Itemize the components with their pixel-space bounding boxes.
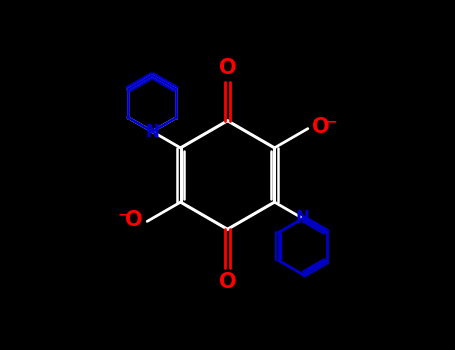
- Text: N: N: [296, 210, 310, 228]
- Text: O: O: [313, 117, 330, 137]
- Text: O: O: [125, 210, 142, 230]
- Text: O: O: [219, 58, 236, 78]
- Text: −: −: [326, 114, 338, 128]
- Text: −: −: [117, 207, 129, 222]
- Text: N: N: [145, 122, 159, 140]
- Text: O: O: [219, 272, 236, 292]
